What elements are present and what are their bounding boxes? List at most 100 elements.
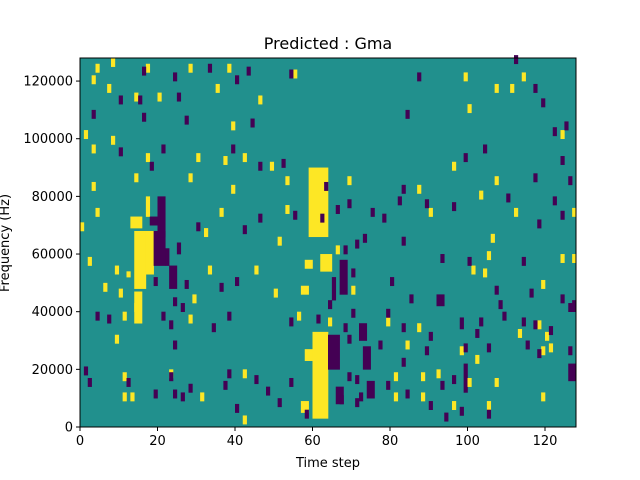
heatmap-cell-high <box>285 205 290 214</box>
heatmap-cell-low <box>246 66 251 76</box>
heatmap-cell-high <box>215 83 220 93</box>
heatmap-cell-low <box>494 285 499 295</box>
heatmap-cell-high <box>111 58 116 67</box>
heatmap-cell-high <box>393 372 399 382</box>
heatmap-cell-high <box>335 245 340 255</box>
heatmap-cell-low <box>83 366 89 376</box>
heatmap-cell-high <box>417 184 422 194</box>
heatmap-cell-high <box>91 181 96 191</box>
heatmap-cell-high <box>80 222 85 232</box>
heatmap-cell-low <box>118 95 123 105</box>
heatmap-cell-high <box>452 401 457 410</box>
heatmap-cell-low <box>347 334 352 344</box>
heatmap-block-low <box>157 196 166 238</box>
heatmap-cell-high <box>122 372 127 382</box>
heatmap-block-low <box>366 380 375 399</box>
heatmap-cell-high <box>452 161 457 171</box>
heatmap-cell-low <box>126 377 131 387</box>
heatmap-block-low <box>362 346 371 370</box>
x-axis-label: Time step <box>295 456 360 471</box>
heatmap-cell-low <box>355 239 360 249</box>
heatmap-cell-high <box>122 392 127 402</box>
heatmap-cell-low <box>293 210 298 220</box>
heatmap-cell-low <box>428 401 433 410</box>
heatmap-cell-low <box>87 377 92 387</box>
heatmap-block-low <box>463 363 468 393</box>
heatmap-cell-low <box>355 375 360 385</box>
heatmap-block-high <box>130 216 143 229</box>
heatmap-cell-low <box>343 323 348 333</box>
heatmap-block-low <box>459 317 464 330</box>
heatmap-cell-low <box>537 219 542 229</box>
heatmap-block-high <box>300 401 309 413</box>
y-tick-label: 100000 <box>23 132 73 147</box>
heatmap-cell-high <box>134 303 139 312</box>
heatmap-block-low <box>331 277 337 301</box>
heatmap-cell-high <box>231 121 236 131</box>
heatmap-cell-low <box>173 72 178 82</box>
heatmap-cell-high <box>118 288 123 298</box>
y-tick-label: 80000 <box>32 190 73 205</box>
heatmap-block-high <box>126 271 131 278</box>
heatmap-cell-high <box>242 369 247 379</box>
heatmap-cell-low <box>498 300 503 310</box>
heatmap-cell-low <box>409 294 414 304</box>
heatmap-cell-high <box>494 176 499 186</box>
heatmap-cell-low <box>180 303 185 312</box>
heatmap-cell-high <box>231 184 236 194</box>
heatmap-cell-high <box>157 92 162 102</box>
heatmap-cell-low <box>401 357 406 367</box>
heatmap-cell-low <box>506 193 511 203</box>
heatmap-cell-low <box>95 311 100 321</box>
heatmap-cell-high <box>351 285 356 295</box>
heatmap-cell-low <box>572 366 577 376</box>
heatmap-cell-high <box>95 63 100 73</box>
heatmap-cell-high <box>436 369 441 379</box>
heatmap-cell-low <box>386 308 391 318</box>
heatmap-cell-low <box>405 109 410 119</box>
heatmap-cell-low <box>452 375 457 385</box>
heatmap-cell-low <box>355 398 360 408</box>
heatmap-cell-low <box>568 176 573 186</box>
heatmap-cell-high <box>242 415 247 425</box>
x-tick-label: 20 <box>149 434 166 449</box>
y-axis: 0 20000 40000 60000 80000 100000 120000 <box>23 75 80 436</box>
heatmap-cell-high <box>537 320 542 330</box>
x-tick-label: 80 <box>382 434 399 449</box>
heatmap-cell-high <box>521 72 526 82</box>
heatmap-cell-low <box>235 403 240 413</box>
heatmap-cell-low <box>173 297 178 307</box>
heatmap-cell-high <box>486 251 492 261</box>
heatmap-cell-low <box>180 392 185 402</box>
heatmap-block-low <box>176 242 182 255</box>
heatmap-cell-low <box>351 308 356 318</box>
heatmap-block-high <box>134 230 147 289</box>
heatmap-cell-high <box>517 328 523 338</box>
heatmap-cell-high <box>463 72 468 82</box>
heatmap-cell-high <box>258 95 263 105</box>
heatmap-cell-low <box>401 184 406 194</box>
heatmap-cell-high <box>188 63 193 73</box>
heatmap-cell-low <box>242 225 247 235</box>
heatmap-cell-high <box>219 207 224 217</box>
heatmap-cell-low <box>142 66 147 76</box>
heatmap-cell-high <box>122 311 127 321</box>
y-axis-label: Frequency (Hz) <box>0 194 13 292</box>
heatmap-cell-low <box>424 346 430 356</box>
heatmap-cell-low <box>184 115 189 125</box>
heatmap-cell-low <box>479 317 484 327</box>
heatmap-cell-high <box>285 176 290 186</box>
heatmap-cell-high <box>83 130 89 140</box>
heatmap-cell-low <box>188 383 193 393</box>
plot-area <box>79 55 577 428</box>
heatmap-cell-low <box>467 256 472 266</box>
heatmap-cell-low <box>475 328 480 338</box>
heatmap-cell-high <box>91 75 96 85</box>
heatmap-cell-high <box>188 314 193 324</box>
heatmap-cell-low <box>184 279 189 289</box>
heatmap-cell-low <box>149 161 154 171</box>
heatmap-cell-low <box>548 326 554 336</box>
heatmap-cell-low <box>397 196 402 206</box>
heatmap-cell-high <box>204 228 209 238</box>
heatmap-cell-low <box>196 222 201 232</box>
